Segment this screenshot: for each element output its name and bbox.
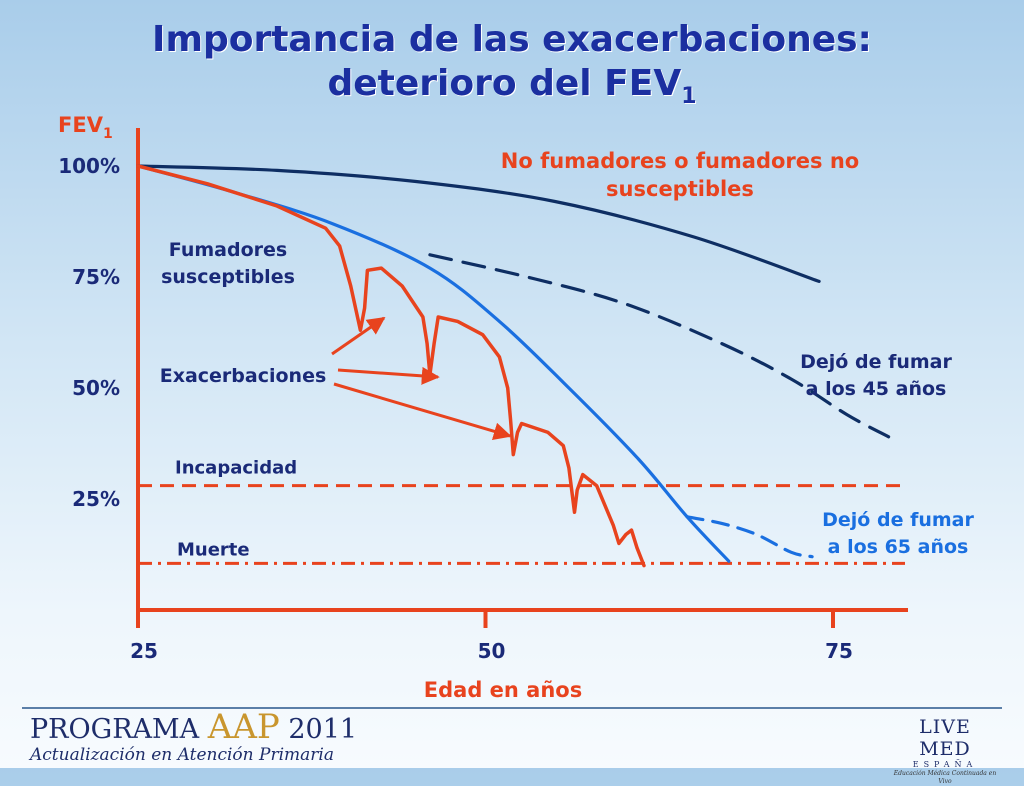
series-label-nonsmokers: No fumadores o fumadores no susceptibles xyxy=(501,149,859,201)
series-label-line: a los 65 años xyxy=(828,536,969,558)
y-axis-title: FEV1 xyxy=(58,113,113,142)
y-tick-label: 100% xyxy=(58,154,120,178)
threshold-label-muerte: Muerte xyxy=(177,539,250,560)
series-label-quit45: Dejó de fumar a los 45 años xyxy=(800,351,952,400)
fev1-chart: 25 50 75 100% 75% 50% 25% Edad en años FEV1 Inca… xyxy=(58,113,975,702)
series-label-line: Dejó de fumar xyxy=(800,351,952,373)
sponsor-country: ESPAÑA xyxy=(912,760,978,769)
threshold-lines: Incapacidad Muerte xyxy=(138,458,905,565)
sponsor-tagline: Educación Médica Continuada en Vivo xyxy=(893,770,997,785)
x-tick-label: 75 xyxy=(825,639,853,663)
program-acronym: AAP xyxy=(207,707,280,747)
title-line-1: Importancia de las exacerbaciones: xyxy=(152,19,872,60)
x-tick-label: 50 xyxy=(478,639,506,663)
chart-series xyxy=(136,164,891,568)
series-label-line: Fumadores xyxy=(169,239,287,261)
title-line-2-main: deterioro del FEV xyxy=(327,63,682,104)
livemed-logo: LIVE MED ESPAÑA Educación Médica Continu… xyxy=(890,716,1000,786)
programa-aap-logo: PROGRAMA AAP 2011 Actualización en Atenc… xyxy=(30,710,358,765)
series-label-line: susceptibles xyxy=(606,177,754,201)
y-tick-label: 75% xyxy=(72,265,120,289)
exacerbation-arrow xyxy=(331,316,386,356)
sponsor-name: LIVE MED xyxy=(919,716,971,760)
series-label-line: a los 45 años xyxy=(806,378,947,400)
series-line-susceptible xyxy=(136,164,731,563)
program-year: 2011 xyxy=(288,714,358,745)
exacerbation-arrows xyxy=(331,316,512,441)
chart-labels: No fumadores o fumadores no susceptiblesF… xyxy=(160,149,975,558)
series-label-line: Exacerbaciones xyxy=(160,365,327,387)
exacerbation-arrow xyxy=(337,366,440,385)
slide-title: Importancia de las exacerbaciones: deter… xyxy=(0,18,1024,119)
y-axis-title-sub: 1 xyxy=(103,126,113,142)
series-line-quit65 xyxy=(685,515,814,559)
series-label-line: Dejó de fumar xyxy=(822,509,974,531)
series-label-line: susceptibles xyxy=(161,266,295,288)
exacerbation-arrow xyxy=(333,382,512,441)
series-line-quit45 xyxy=(428,253,891,439)
y-axis-title-main: FEV xyxy=(58,113,104,137)
series-label-quit65: Dejó de fumar a los 65 años xyxy=(822,509,974,558)
program-prefix: PROGRAMA xyxy=(30,714,200,745)
series-line-exacerbations xyxy=(136,164,646,568)
series-label-susceptible: Fumadores susceptibles xyxy=(161,239,295,288)
program-subtitle: Actualización en Atención Primaria xyxy=(30,745,334,765)
series-label-line: No fumadores o fumadores no xyxy=(501,149,859,173)
chart-axes: 25 50 75 100% 75% 50% 25% Edad en años FEV1 xyxy=(58,113,908,702)
series-label-exacerbations: Exacerbaciones xyxy=(160,365,327,387)
y-tick-label: 25% xyxy=(72,487,120,511)
x-tick-label: 25 xyxy=(130,639,158,663)
threshold-label-incapacidad: Incapacidad xyxy=(175,458,297,479)
series-line-nonsmokers xyxy=(136,164,821,283)
title-line-2: deterioro del FEV1 xyxy=(0,62,1024,119)
footer-divider xyxy=(22,707,1002,709)
title-line-2-sub: 1 xyxy=(681,84,697,110)
x-axis-title: Edad en años xyxy=(424,678,582,702)
y-tick-label: 50% xyxy=(72,376,120,400)
